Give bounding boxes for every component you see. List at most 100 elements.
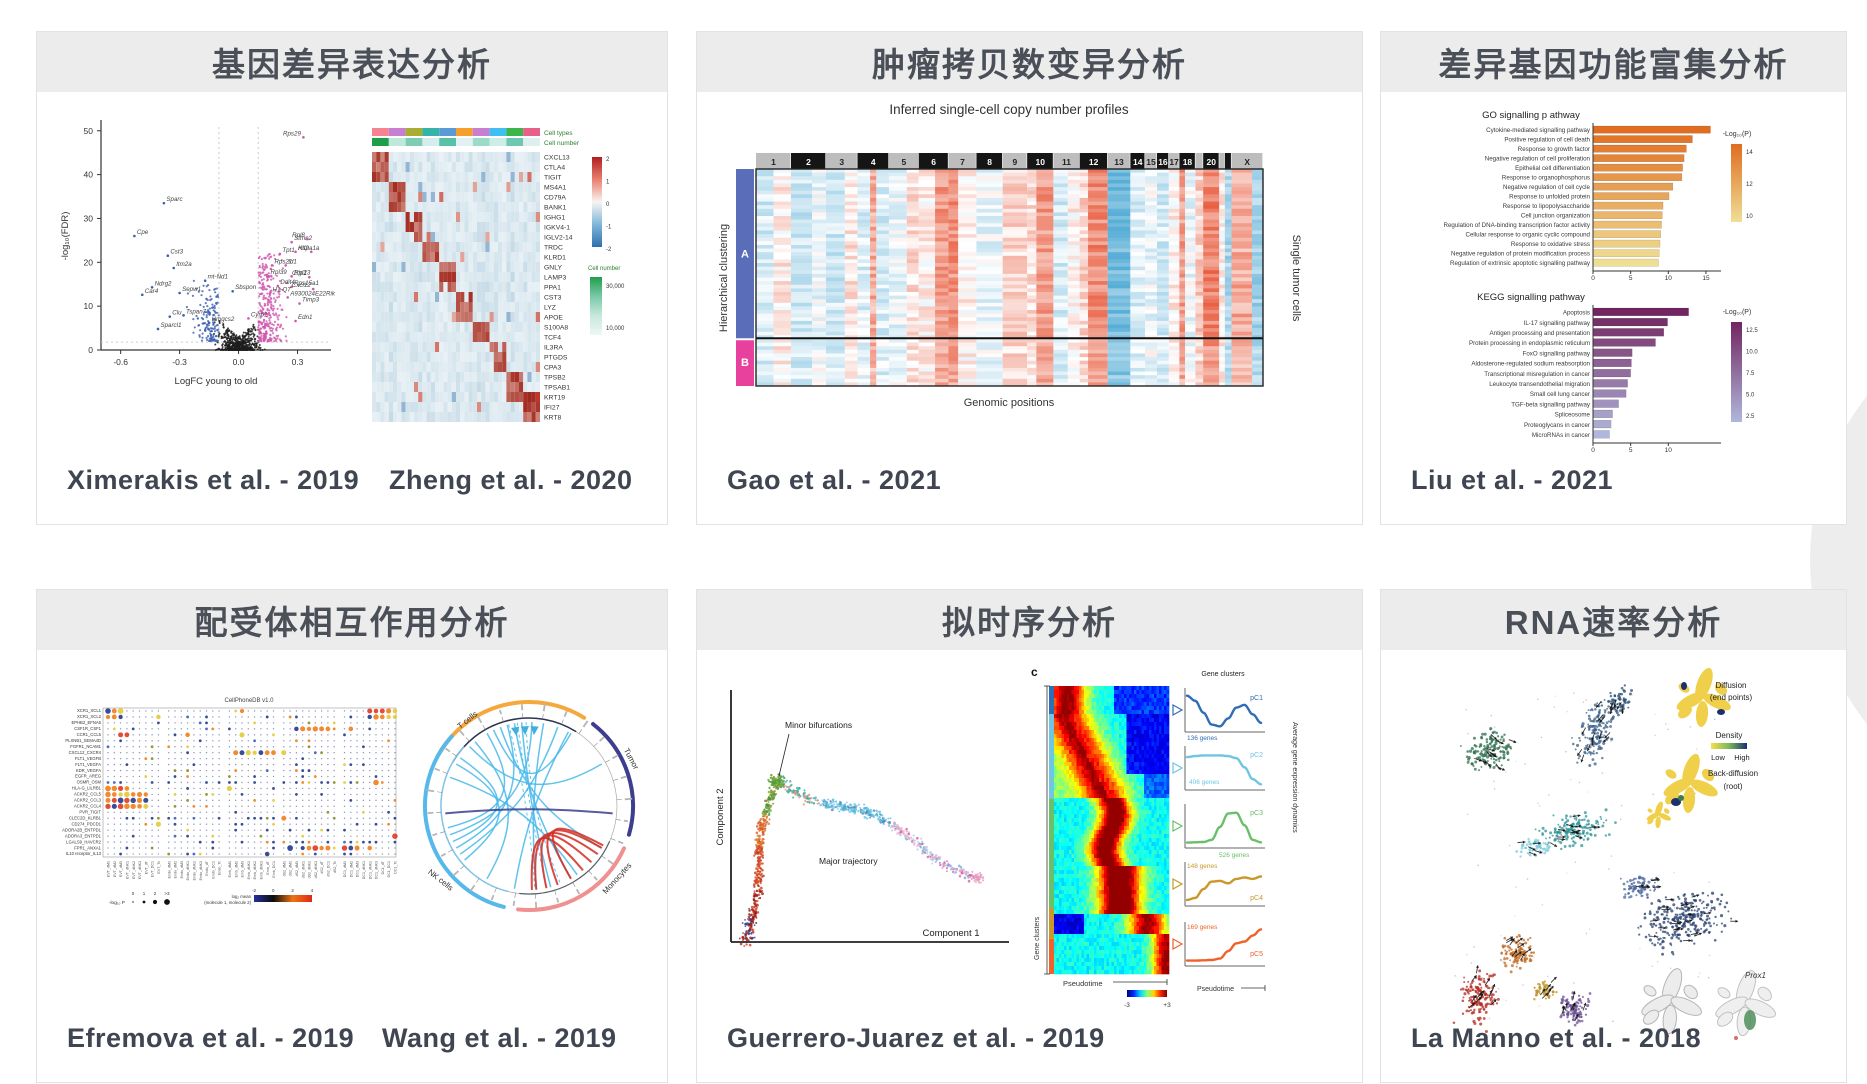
panel-deg-title: 基因差异表达分析 xyxy=(37,32,667,92)
svg-text:Leukocyte transendothelial mig: Leukocyte transendothelial migration xyxy=(1489,381,1590,388)
svg-text:CTLA4: CTLA4 xyxy=(544,164,565,171)
svg-text:Rpl23: Rpl23 xyxy=(294,269,311,276)
svg-text:Negative regulation of cell cy: Negative regulation of cell cycle xyxy=(1503,184,1591,191)
svg-text:IGLV2-14: IGLV2-14 xyxy=(544,234,573,241)
svg-text:10,000: 10,000 xyxy=(606,326,625,332)
svg-text:XCR1_XCL2: XCR1_XCL2 xyxy=(77,714,102,719)
citation-ximerakis: Ximerakis et al. - 2019 xyxy=(67,465,360,495)
svg-text:CXCL13: CXCL13 xyxy=(544,154,570,161)
svg-text:ADORA3_ENTPD1: ADORA3_ENTPD1 xyxy=(65,833,102,838)
svg-text:GNLY: GNLY xyxy=(544,264,562,271)
svg-text:KDR_VEGFA: KDR_VEGFA xyxy=(76,768,101,773)
svg-text:Cellular response to organic c: Cellular response to organic cyclic comp… xyxy=(1466,232,1591,239)
panel-lri-card: 配受体相互作用分析 CellPhoneDB v1.0 XCR1_XCL1 XCR1_… xyxy=(36,589,668,1083)
svg-text:Sparc: Sparc xyxy=(166,196,183,203)
svg-text:Edn1: Edn1 xyxy=(298,314,312,321)
panel-pseudotime-title: 拟时序分析 xyxy=(697,590,1362,650)
svg-text:X: X xyxy=(1244,157,1250,167)
svg-text:14: 14 xyxy=(1133,157,1143,167)
svg-text:Negative regulation of cell pr: Negative regulation of cell proliferatio… xyxy=(1485,156,1591,163)
svg-text:EGFR_AREG: EGFR_AREG xyxy=(75,774,101,779)
svg-text:2: 2 xyxy=(606,157,610,163)
cnv-heatmap: Inferred single-cell copy number profile… xyxy=(718,102,1302,409)
svg-text:TIGIT: TIGIT xyxy=(544,174,561,181)
svg-text:Crip1: Crip1 xyxy=(292,270,307,277)
svg-text:-2: -2 xyxy=(606,247,612,253)
svg-text:Regulation of extrinsic apopto: Regulation of extrinsic apoptotic signal… xyxy=(1450,260,1591,267)
svg-text:Klf2: Klf2 xyxy=(298,245,309,252)
svg-text:12: 12 xyxy=(1746,182,1753,188)
svg-text:9: 9 xyxy=(1013,157,1018,167)
svg-text:OSMR_OSM: OSMR_OSM xyxy=(77,780,102,785)
svg-text:MicroRNAs in cancer: MicroRNAs in cancer xyxy=(1532,432,1590,439)
svg-text:20: 20 xyxy=(84,257,94,267)
svg-text:FLT1_VEGFB: FLT1_VEGFB xyxy=(75,756,101,761)
svg-text:11: 11 xyxy=(1062,157,1071,167)
svg-text:Protein processing in endoplas: Protein processing in endoplasmic reticu… xyxy=(1469,340,1590,347)
volcano-plot: 0 10 20 30 40 50 -0.6 -0.3 0.0 0.3 LogFC young to … xyxy=(60,120,336,387)
svg-text:Small cell lung cancer: Small cell lung cancer xyxy=(1530,391,1590,398)
svg-text:IFI27: IFI27 xyxy=(544,404,560,411)
panel-cnv-title: 肿瘤拷贝数变异分析 xyxy=(697,32,1362,92)
svg-text:Car4: Car4 xyxy=(145,288,159,295)
svg-text:Aldosterone-regulated sodium r: Aldosterone-regulated sodium reabsorptio… xyxy=(1471,361,1590,368)
svg-text:Epithelial cell differentiatio: Epithelial cell differentiation xyxy=(1515,165,1590,172)
svg-text:0: 0 xyxy=(1591,275,1595,282)
svg-text:Id1: Id1 xyxy=(288,258,297,265)
citation-efremova: Efremova et al. - 2019 xyxy=(67,1023,355,1053)
svg-text:14: 14 xyxy=(1746,150,1753,156)
svg-text:15: 15 xyxy=(1702,275,1710,282)
panel-pseudotime-card: 拟时序分析 Component 2 Component 1 Minor bifurc… xyxy=(696,589,1363,1083)
svg-text:B: B xyxy=(741,357,749,369)
svg-text:LAMP3: LAMP3 xyxy=(544,274,567,281)
svg-text:Rpl39: Rpl39 xyxy=(271,269,288,276)
svg-text:Rps21: Rps21 xyxy=(274,258,292,265)
svg-text:Tpt1: Tpt1 xyxy=(282,247,294,254)
svg-text:LogFC young to old: LogFC young to old xyxy=(175,376,258,387)
svg-text:ADORA2B_ENTPD1: ADORA2B_ENTPD1 xyxy=(62,827,102,832)
svg-text:10: 10 xyxy=(1036,157,1046,167)
svg-text:-0.3: -0.3 xyxy=(172,357,187,367)
svg-text:0.3: 0.3 xyxy=(292,357,304,367)
svg-text:FoxO signalling pathway: FoxO signalling pathway xyxy=(1523,350,1591,357)
svg-text:KEGG signalling pathway: KEGG signalling pathway xyxy=(1477,292,1585,303)
svg-text:CellPhoneDB v1.0: CellPhoneDB v1.0 xyxy=(224,698,274,704)
svg-text:0: 0 xyxy=(606,202,610,208)
svg-text:12.5: 12.5 xyxy=(1746,328,1758,334)
svg-text:-Log₁₀(P): -Log₁₀(P) xyxy=(1723,131,1752,138)
svg-text:CSF1R_CSF1: CSF1R_CSF1 xyxy=(74,726,101,731)
svg-text:Regulation of DNA-binding tran: Regulation of DNA-binding transcription … xyxy=(1443,222,1590,229)
svg-text:TGF-beta signalling pathway: TGF-beta signalling pathway xyxy=(1511,401,1591,408)
svg-text:EPHB2_EFNA5: EPHB2_EFNA5 xyxy=(71,720,101,725)
citation-gao: Gao et al. - 2021 xyxy=(727,465,942,495)
cellphonedb-dotplot: CellPhoneDB v1.0 XCR1_XCL1XCR1_XCL2EPHB2_… xyxy=(62,698,398,906)
svg-text:Cst3: Cst3 xyxy=(170,249,183,256)
svg-text:PVR_TIGIT: PVR_TIGIT xyxy=(79,809,101,814)
citation-zheng: Zheng et al. - 2020 xyxy=(389,465,633,495)
svg-text:Response to unfolded protein: Response to unfolded protein xyxy=(1509,194,1590,201)
svg-text:Rps15a1: Rps15a1 xyxy=(294,280,319,287)
citation-liu: Liu et al. - 2021 xyxy=(1411,465,1614,495)
svg-text:CPA3: CPA3 xyxy=(544,364,561,371)
svg-text:Hmgcs2: Hmgcs2 xyxy=(212,316,235,323)
svg-text:10: 10 xyxy=(1665,447,1673,454)
svg-text:2.5: 2.5 xyxy=(1746,414,1755,420)
svg-text:Cpe: Cpe xyxy=(137,229,149,236)
svg-text:10: 10 xyxy=(1746,214,1753,220)
svg-text:-Log₁₀(P): -Log₁₀(P) xyxy=(1723,309,1752,316)
svg-text:Response to lipopolysaccharide: Response to lipopolysaccharide xyxy=(1503,203,1591,210)
svg-text:-log₁₀(FDR): -log₁₀(FDR) xyxy=(60,212,71,261)
svg-text:BANK1: BANK1 xyxy=(544,204,567,211)
svg-text:10: 10 xyxy=(1665,275,1673,282)
svg-text:5: 5 xyxy=(1629,275,1633,282)
svg-text:FGFR1_NCAM1: FGFR1_NCAM1 xyxy=(70,744,101,749)
svg-text:Timp3: Timp3 xyxy=(302,297,320,304)
svg-text:PPA1: PPA1 xyxy=(544,284,561,291)
svg-text:Ddit4: Ddit4 xyxy=(280,279,295,286)
svg-text:PLXNB1_SEMA4D: PLXNB1_SEMA4D xyxy=(65,738,101,743)
svg-text:5.0: 5.0 xyxy=(1746,393,1755,399)
svg-text:TPSB2: TPSB2 xyxy=(544,374,566,381)
svg-text:Cell number: Cell number xyxy=(544,140,580,147)
svg-text:2: 2 xyxy=(806,157,811,167)
svg-text:Antigen processing and present: Antigen processing and presentation xyxy=(1490,330,1591,337)
